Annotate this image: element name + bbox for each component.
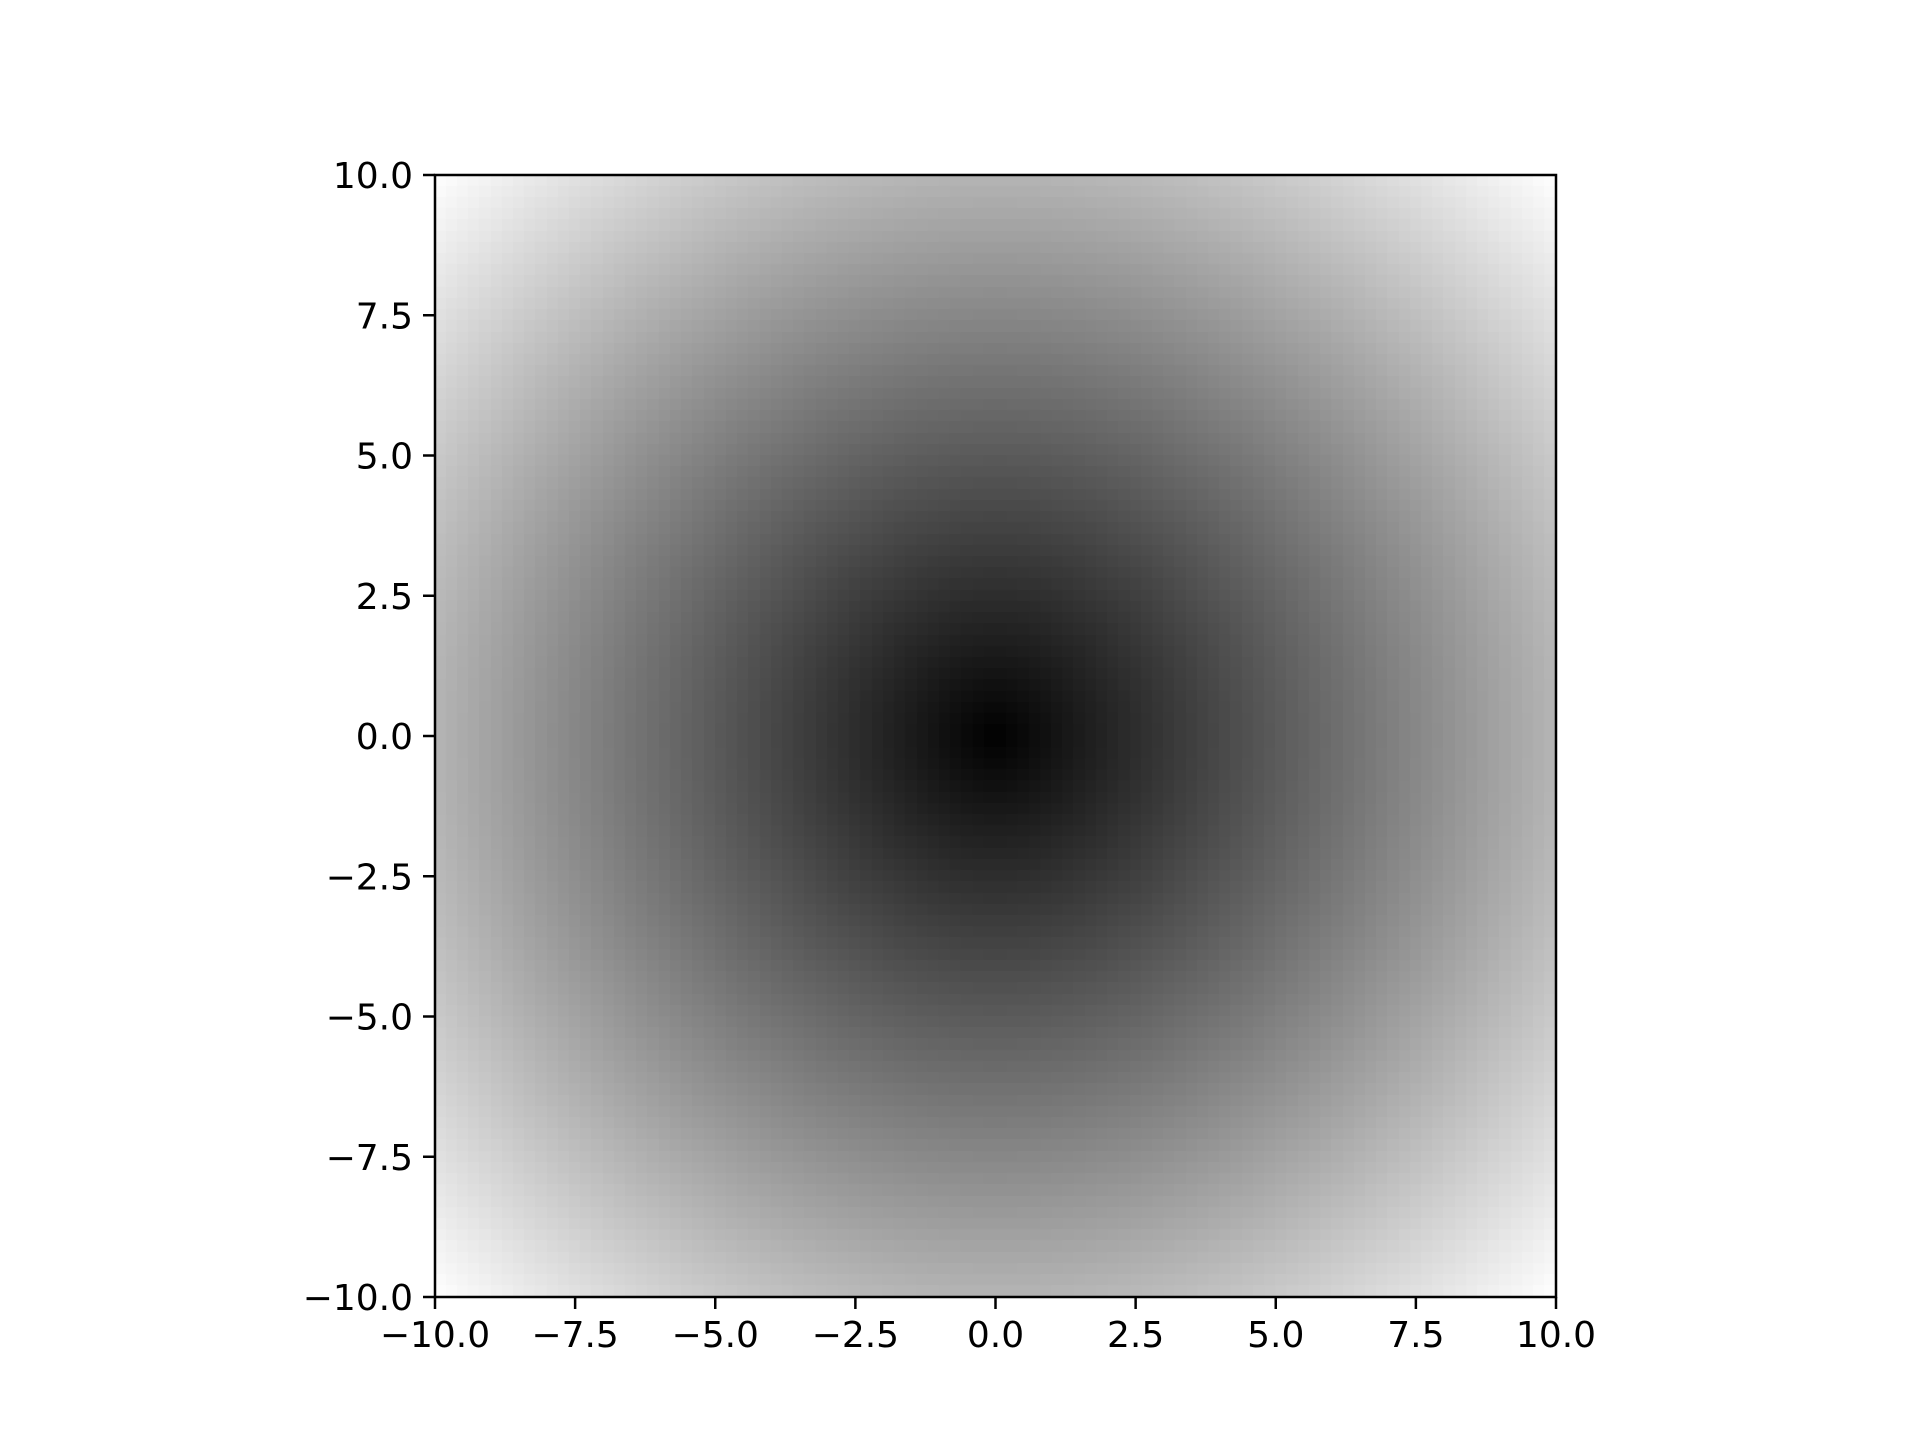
y-tick-label: 5.0 <box>356 437 413 478</box>
heatmap-image <box>435 175 1556 1297</box>
x-tick-label: 0.0 <box>967 1315 1024 1356</box>
y-tick-label: 0.0 <box>356 717 413 758</box>
x-tick-label: −7.5 <box>531 1315 618 1356</box>
x-tick-label: −2.5 <box>812 1315 899 1356</box>
x-tick-label: −10.0 <box>380 1315 490 1356</box>
x-axis: −10.0 −7.5 −5.0 −2.5 0.0 2.5 5.0 7.5 10.0 <box>380 1297 1596 1356</box>
x-tick-label: 7.5 <box>1387 1315 1444 1356</box>
y-tick-label: −10.0 <box>303 1278 413 1319</box>
y-tick-label: −5.0 <box>326 998 413 1039</box>
y-tick-label: 7.5 <box>356 296 413 337</box>
y-tick-label: −7.5 <box>326 1138 413 1179</box>
x-tick-label: 2.5 <box>1107 1315 1164 1356</box>
y-axis: 10.0 7.5 5.0 2.5 0.0 −2.5 −5.0 −7.5 −10.0 <box>303 156 435 1319</box>
heatmap-image-container <box>435 175 1556 1297</box>
x-tick-label: −5.0 <box>672 1315 759 1356</box>
x-tick-label: 5.0 <box>1247 1315 1304 1356</box>
y-tick-label: 10.0 <box>333 156 413 197</box>
y-tick-label: −2.5 <box>326 857 413 898</box>
x-tick-label: 10.0 <box>1516 1315 1596 1356</box>
y-tick-label: 2.5 <box>356 577 413 618</box>
